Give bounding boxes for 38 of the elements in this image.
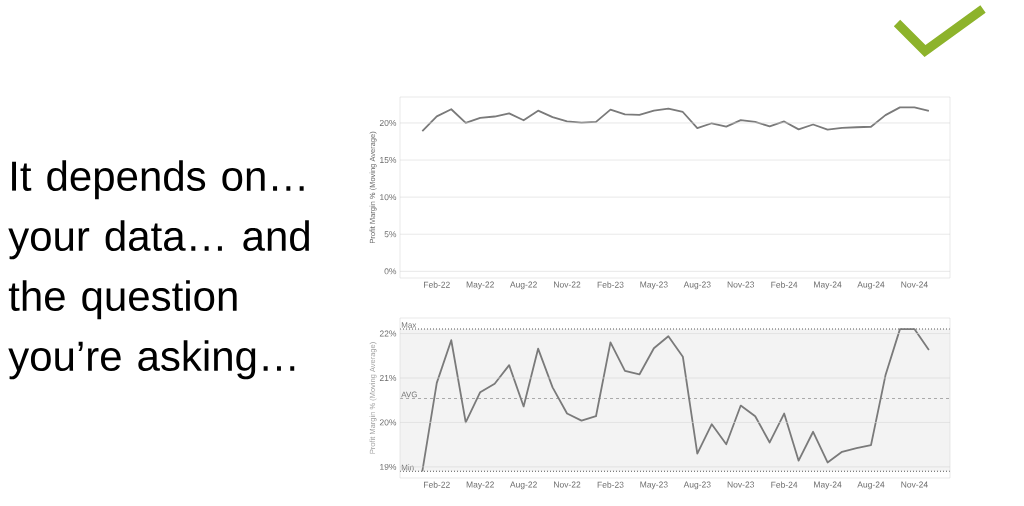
x-tick-label: May-22 — [466, 281, 494, 290]
ref-line-label: AVG — [401, 391, 417, 398]
x-tick-label: Feb-24 — [771, 481, 798, 488]
x-tick-label: May-23 — [640, 281, 668, 290]
x-tick-label: Nov-23 — [727, 481, 755, 488]
x-tick-label: Feb-24 — [771, 281, 798, 288]
x-tick-label: Aug-24 — [857, 481, 885, 490]
y-tick-label: 20% — [379, 419, 397, 426]
y-tick-label: 0% — [384, 268, 397, 275]
x-tick-label: Nov-24 — [901, 481, 928, 488]
x-tick-label: Aug-24 — [857, 281, 885, 290]
x-tick-label: Aug-22 — [509, 281, 537, 290]
y-tick-label: 5% — [384, 231, 397, 238]
x-tick-label: Aug-23 — [683, 481, 711, 490]
x-tick-label: Nov-22 — [554, 481, 581, 488]
x-tick-label: May-22 — [466, 481, 494, 490]
x-tick-label: Feb-23 — [597, 481, 624, 488]
ref-line-label: Max — [401, 322, 417, 328]
x-tick-label: Aug-23 — [683, 281, 711, 290]
y-tick-label: 15% — [380, 157, 397, 164]
y-tick-label: 22% — [379, 330, 397, 337]
x-tick-label: Nov-24 — [901, 281, 928, 288]
x-tick-label: Nov-22 — [554, 281, 581, 288]
line-series — [421, 106, 930, 133]
x-tick-label: Nov-23 — [727, 281, 755, 288]
x-tick-label: Aug-22 — [509, 481, 537, 490]
x-tick-label: Feb-23 — [597, 281, 624, 288]
y-tick-label: 20% — [379, 119, 397, 126]
y-tick-label: 10% — [380, 194, 397, 201]
x-tick-label: May-23 — [640, 481, 668, 490]
ref-line-label: Min — [401, 464, 414, 471]
x-tick-label: Feb-22 — [424, 481, 450, 488]
text: It depends on… your data… and the question you’re asking… — [8, 160, 309, 380]
y-tick-label: 21% — [379, 375, 397, 381]
x-tick-label: Feb-22 — [424, 281, 450, 288]
x-tick-label: May-24 — [814, 281, 842, 290]
x-tick-label: May-24 — [814, 481, 842, 490]
y-tick-label: 19% — [380, 463, 397, 470]
